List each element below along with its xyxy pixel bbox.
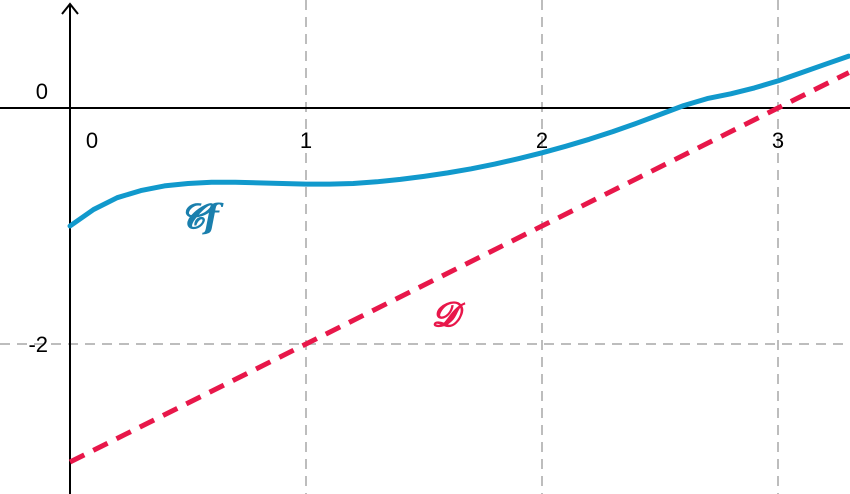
tick-labels: 0 1 2 3 0 -2 xyxy=(28,79,784,357)
y-tick-label: 0 xyxy=(36,79,48,104)
series-label-d: 𝓓 xyxy=(432,295,466,335)
x-tick-label: 0 xyxy=(86,128,98,153)
y-tick-label: -2 xyxy=(28,332,48,357)
series-line-cf xyxy=(67,53,850,229)
x-tick-label: 3 xyxy=(772,128,784,153)
series-line-d xyxy=(68,70,850,465)
curve-labels: 𝓒f 𝓓 xyxy=(180,197,466,335)
x-tick-label: 2 xyxy=(536,128,548,153)
y-axis-arrow-icon xyxy=(61,2,79,15)
x-tick-label: 1 xyxy=(300,128,312,153)
series xyxy=(67,53,850,465)
series-label-cf: 𝓒f xyxy=(180,197,224,237)
